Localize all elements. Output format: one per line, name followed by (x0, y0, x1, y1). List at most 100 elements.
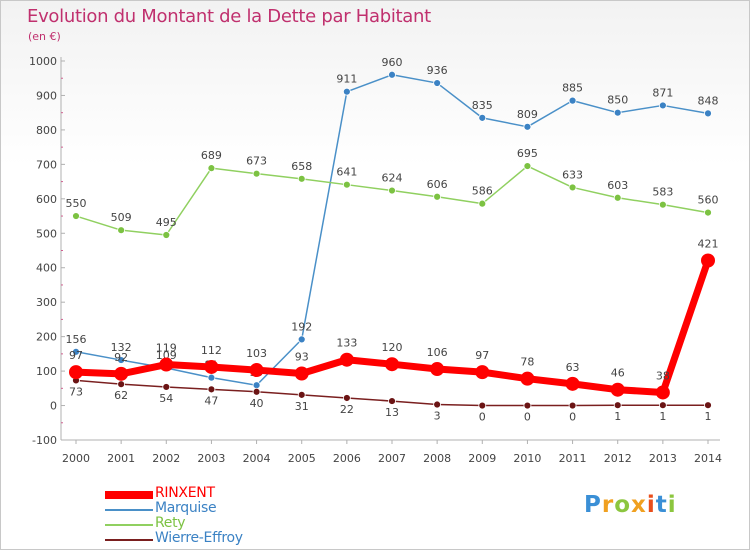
data-point-wierre-effroy (117, 380, 126, 389)
data-label-marquise: 885 (562, 82, 583, 95)
data-label-rinxent: 103 (246, 347, 267, 360)
data-point-rety (72, 212, 80, 220)
data-label-rinxent: 97 (475, 349, 489, 362)
data-label-marquise: 871 (652, 86, 673, 99)
data-label-wierre-effroy: 73 (69, 385, 83, 398)
x-tick-label: 2002 (152, 452, 180, 465)
y-tick-label: 900 (36, 89, 57, 102)
y-tick-label: 0 (50, 400, 57, 413)
logo-letter: i (646, 492, 656, 518)
data-label-wierre-effroy: 3 (434, 410, 441, 423)
data-point-marquise (207, 373, 216, 382)
data-point-rety (388, 186, 396, 195)
series-line-marquise (75, 74, 709, 386)
data-label-rety: 658 (291, 160, 312, 173)
data-point-rety (568, 183, 577, 192)
data-label-wierre-effroy: 1 (659, 410, 666, 423)
data-label-wierre-effroy: 31 (295, 400, 309, 413)
data-label-rety: 689 (201, 149, 222, 162)
data-label-marquise: 848 (698, 94, 719, 107)
y-tick-label: 1000 (29, 55, 57, 68)
data-point-rety (342, 180, 351, 189)
data-point-rety (433, 192, 442, 201)
data-label-rety: 606 (427, 178, 448, 191)
x-tick-label: 2001 (107, 452, 135, 465)
y-tick-label: 500 (36, 227, 57, 240)
data-point-wierre-effroy (252, 387, 261, 396)
data-label-rinxent: 93 (295, 351, 309, 364)
data-label-rety: 673 (246, 155, 267, 168)
x-tick-label: 2007 (378, 452, 406, 465)
y-tick-label: -100 (32, 434, 57, 447)
data-point-marquise (388, 70, 396, 79)
data-point-rinxent (294, 366, 309, 381)
data-point-rety (704, 208, 712, 217)
data-label-rety: 586 (472, 185, 493, 198)
data-label-rety: 550 (66, 197, 87, 210)
y-tick-label: 200 (36, 331, 57, 344)
data-point-wierre-effroy (523, 401, 532, 410)
data-point-marquise (658, 101, 667, 110)
legend-label-marquise: Marquise (155, 500, 217, 516)
data-label-rinxent: 106 (427, 346, 448, 359)
data-point-wierre-effroy (297, 390, 306, 399)
data-point-marquise (704, 109, 712, 118)
data-point-wierre-effroy (342, 394, 351, 402)
x-tick-label: 2004 (243, 452, 271, 465)
logo-letter: i (667, 492, 677, 518)
data-point-marquise (613, 108, 622, 117)
data-label-rinxent: 112 (201, 344, 222, 357)
data-point-rinxent (610, 382, 625, 397)
data-point-rinxent (159, 357, 174, 372)
data-label-wierre-effroy: 13 (385, 406, 399, 419)
data-label-wierre-effroy: 0 (524, 411, 531, 424)
data-label-wierre-effroy: 0 (479, 411, 486, 424)
data-point-rinxent (114, 366, 129, 381)
data-label-rinxent: 119 (156, 342, 177, 355)
x-tick-label: 2009 (468, 452, 496, 465)
x-tick-label: 2006 (333, 452, 361, 465)
data-point-marquise (342, 87, 351, 96)
data-point-marquise (523, 122, 532, 131)
data-point-rinxent (475, 365, 490, 380)
data-label-rety: 624 (382, 172, 403, 185)
data-label-rinxent: 38 (656, 369, 670, 382)
x-tick-label: 2008 (423, 452, 451, 465)
x-tick-label: 2005 (288, 452, 316, 465)
data-point-rety (478, 199, 487, 208)
data-point-rinxent (249, 363, 264, 378)
data-label-marquise: 109 (156, 349, 177, 362)
data-label-rinxent: 133 (336, 337, 357, 350)
logo-letter: x (631, 492, 647, 518)
data-point-rety (207, 164, 216, 173)
data-label-rety: 560 (698, 194, 719, 207)
x-tick-label: 2010 (513, 452, 541, 465)
data-point-rety (613, 193, 622, 202)
data-label-wierre-effroy: 1 (614, 410, 621, 423)
data-point-rety (523, 162, 532, 170)
data-point-rety (252, 169, 261, 178)
y-tick-label: 100 (36, 365, 57, 378)
data-point-rety (297, 174, 306, 183)
logo-letter: o (614, 492, 632, 518)
data-point-rinxent (520, 371, 535, 386)
data-label-marquise: 936 (427, 64, 448, 77)
data-label-rinxent: 92 (114, 351, 128, 364)
y-tick-label: 600 (36, 193, 57, 206)
logo-letter: r (601, 492, 615, 518)
data-label-wierre-effroy: 1 (705, 410, 712, 423)
data-point-wierre-effroy (568, 401, 577, 410)
x-tick-label: 2003 (197, 452, 225, 465)
x-tick-label: 2000 (62, 452, 90, 465)
data-label-marquise: 850 (607, 94, 628, 107)
data-label-marquise: 960 (382, 56, 403, 69)
data-label-wierre-effroy: 62 (114, 389, 128, 402)
data-point-rety (658, 200, 667, 209)
data-point-rety (162, 231, 171, 239)
data-point-marquise (297, 335, 306, 344)
data-label-rinxent: 97 (69, 349, 83, 362)
data-point-wierre-effroy (704, 401, 712, 410)
legend-label-rinxent: RINXENT (155, 485, 215, 501)
x-tick-label: 2012 (604, 452, 632, 465)
